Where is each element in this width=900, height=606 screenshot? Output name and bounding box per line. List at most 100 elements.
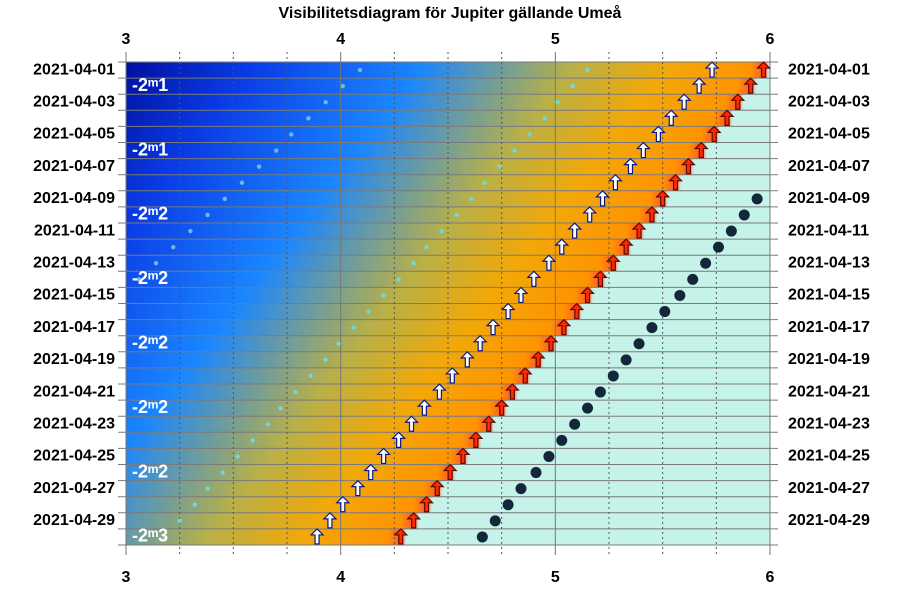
dot [712,241,724,253]
arrow [416,399,432,416]
small-dot [411,261,416,266]
small-dot [220,470,225,475]
small-dot [357,67,363,73]
small-dot [542,116,547,121]
small-dot [497,164,502,169]
small-dot [381,293,386,298]
row-background [126,432,770,449]
y-label-right: 2021-04-19 [788,351,870,368]
dot [515,483,527,495]
small-dot [454,212,459,218]
arrow [431,383,447,400]
small-dot [265,422,270,427]
row-background [126,78,770,95]
arrow [309,528,325,545]
y-label-right: 2021-04-15 [788,287,870,304]
x-tick-label-bottom: 6 [766,569,775,586]
small-dot [351,325,356,330]
dot [502,499,514,511]
chart-title: Visibilitetsdiagram för Jupiter gällande… [279,4,622,22]
small-dot [527,132,532,137]
arrow [655,190,671,207]
arrow [618,238,634,255]
row-background [126,512,770,529]
y-label-left: 2021-04-25 [33,448,115,465]
dot [751,193,763,205]
y-label-right: 2021-04-29 [788,512,870,529]
arrow [676,93,692,110]
dot [725,225,737,237]
y-label-right: 2021-04-13 [788,254,870,271]
arrow [691,77,707,94]
magnitude-label: -2ᵐ3 [132,526,168,546]
arrow [322,512,338,529]
arrow [543,334,559,352]
x-tick-label-top: 6 [766,31,775,48]
small-dot [289,132,294,137]
magnitude-label: -2ᵐ2 [132,204,168,224]
small-dot [306,116,311,121]
arrow [393,528,409,545]
dot [556,434,568,446]
small-dot [555,100,560,105]
small-dot [188,228,193,234]
y-label-left: 2021-04-23 [33,415,115,432]
dot [569,418,581,430]
small-dot [482,180,487,185]
small-dot [323,100,328,105]
row-background [126,496,770,513]
arrow [719,109,735,126]
arrow [650,125,666,143]
arrow [472,334,488,352]
arrow [623,157,638,175]
arrow [350,479,366,497]
y-label-left: 2021-04-21 [33,383,115,400]
arrow [404,415,419,432]
small-dot [570,83,575,89]
dot [687,273,699,285]
arrow [376,447,392,465]
arrow [595,190,611,207]
small-dot [192,502,197,507]
small-dot [469,196,474,202]
dot [674,289,686,301]
arrow [485,318,501,336]
y-label-left: 2021-04-11 [34,222,115,239]
x-tick-label-bottom: 5 [551,569,560,586]
y-label-right: 2021-04-07 [788,158,870,175]
dot [594,386,606,398]
small-dot [439,228,444,234]
small-dot [250,438,255,443]
arrow [680,157,696,175]
arrow [468,431,484,448]
dot [659,306,671,318]
dot [530,467,542,479]
arrow [554,238,570,255]
y-label-left: 2021-04-07 [33,158,115,175]
arrow [605,254,621,271]
y-label-right: 2021-04-03 [788,93,870,110]
arrow [693,141,709,159]
dot [607,370,619,382]
y-label-left: 2021-04-27 [33,480,115,497]
y-label-right: 2021-04-25 [788,448,870,465]
y-label-left: 2021-04-05 [33,126,115,143]
y-label-right: 2021-04-27 [788,480,870,497]
small-dot [278,405,283,411]
magnitude-label: -2ᵐ2 [132,461,168,481]
row-background [126,142,770,159]
y-label-left: 2021-04-15 [33,287,115,304]
magnitude-label: -2ᵐ2 [132,268,168,288]
arrow [481,415,497,432]
arrow [668,173,683,191]
dot [582,402,594,414]
small-dot [274,148,279,153]
small-dot [136,277,142,282]
small-dot [424,244,429,250]
y-label-left: 2021-04-01 [33,61,115,78]
arrow [635,141,651,159]
arrow [730,93,746,110]
arrow [504,383,520,400]
x-tick-label-top: 5 [551,31,560,48]
